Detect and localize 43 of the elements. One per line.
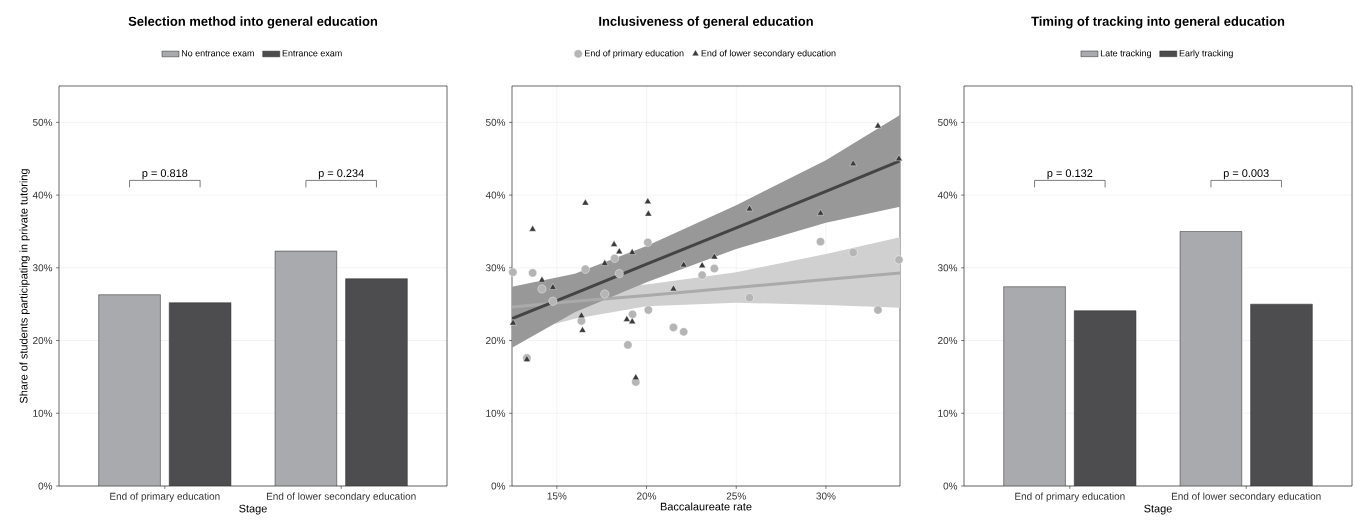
y-tick-label: 10% — [938, 409, 958, 417]
legend-label: Early tracking — [1179, 49, 1233, 59]
chart-title: Timing of tracking into general education — [1031, 16, 1285, 29]
x-tick-label: End of primary education — [1015, 492, 1125, 502]
y-tick-label: 10% — [33, 409, 53, 417]
y-axis-title: Share of students participating in private tutoring — [19, 169, 30, 404]
y-tick-label: 20% — [938, 337, 958, 345]
y-tick-label: 20% — [486, 337, 506, 345]
y-tick-label: 0% — [491, 482, 506, 490]
x-tick-label: 30% — [816, 492, 836, 500]
chart-title: Selection method into general education — [128, 16, 378, 29]
annotation: p = 0.234 — [318, 169, 364, 180]
chart-title: Inclusiveness of general education — [599, 16, 813, 29]
y-tick-label: 40% — [937, 191, 958, 199]
y-tick-label: 50% — [937, 118, 958, 126]
x-tick-label: End of lower secondary education — [266, 492, 416, 502]
x-axis-title: Stage — [1144, 504, 1172, 515]
y-tick-label: 0% — [943, 482, 958, 490]
x-tick-label: End of primary education — [110, 492, 220, 502]
annotation: p = 0.003 — [1223, 169, 1269, 180]
y-tick-label: 30% — [937, 264, 958, 272]
legend-label: No entrance exam — [181, 50, 254, 57]
annotation: p = 0.132 — [1047, 169, 1093, 180]
y-tick-label: 0% — [38, 482, 53, 490]
x-tick-label: End of lower secondary education — [1171, 492, 1321, 502]
y-tick-label: 20% — [33, 337, 53, 345]
x-tick-label: 25% — [726, 492, 746, 500]
y-tick-label: 50% — [32, 118, 53, 126]
y-tick-label: 30% — [32, 264, 53, 272]
legend-label: Late tracking — [1100, 49, 1151, 59]
y-tick-label: 30% — [485, 264, 506, 272]
x-axis-title: Stage — [239, 504, 267, 515]
annotation: p = 0.818 — [142, 169, 188, 180]
y-tick-label: 50% — [485, 118, 506, 126]
x-tick-label: 20% — [637, 492, 657, 500]
x-axis-title: Baccalaureate rate — [660, 502, 752, 511]
x-tick-label: 15% — [547, 492, 567, 500]
y-tick-label: 40% — [485, 191, 506, 199]
legend-label: Entrance exam — [282, 50, 342, 57]
legend-label: End of lower secondary education — [701, 49, 836, 59]
legend-label: End of primary education — [585, 49, 684, 59]
y-tick-label: 10% — [486, 409, 506, 417]
y-tick-label: 40% — [32, 191, 53, 199]
